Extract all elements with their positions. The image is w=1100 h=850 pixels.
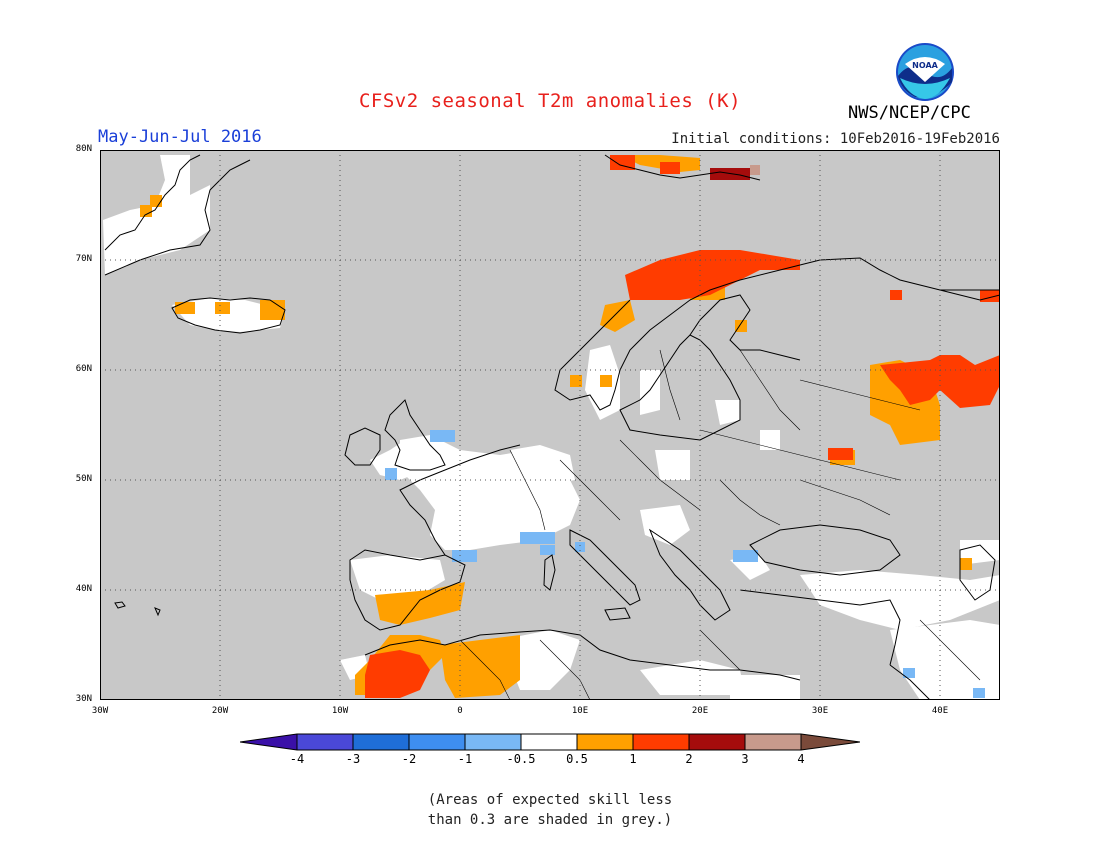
colorbar-segment [353, 734, 409, 750]
lat-label-40n: 40N [75, 584, 92, 594]
colorbar-label: 3 [741, 752, 749, 766]
strong-warm-anomalies [365, 155, 1000, 698]
colorbar-label: -1 [457, 752, 473, 766]
lon-label-10e: 10E [571, 706, 589, 716]
anomaly-map [100, 150, 1000, 700]
colorbar-label: -2 [401, 752, 417, 766]
colorbar-label: 4 [797, 752, 805, 766]
colorbar-label: -0.5 [506, 752, 536, 766]
colorbar-label: 0.5 [566, 752, 588, 766]
colorbar-segment [465, 734, 521, 750]
colorbar-label: -3 [345, 752, 361, 766]
colorbar-segment [633, 734, 689, 750]
lon-label-0: 0 [457, 706, 463, 716]
lon-label-20e: 20E [691, 706, 709, 716]
light-cold-anomalies [385, 430, 985, 698]
colorbar-segment [521, 734, 577, 750]
colorbar-segment [409, 734, 465, 750]
lon-label-30w: 30W [91, 706, 109, 716]
lon-label-30e: 30E [811, 706, 829, 716]
lat-label-30n: 30N [75, 694, 92, 704]
colorbar-segment [297, 734, 353, 750]
colorbar-segment-lt-4 [240, 734, 297, 750]
lat-label-70n: 70N [75, 254, 92, 264]
colorbar [240, 733, 860, 751]
lat-label-60n: 60N [75, 364, 92, 374]
map-title: CFSv2 seasonal T2m anomalies (K) [358, 90, 742, 112]
lat-label-50n: 50N [75, 474, 92, 484]
colorbar-label: 2 [685, 752, 693, 766]
colorbar-label: 1 [629, 752, 637, 766]
initial-conditions: Initial conditions: 10Feb2016-19Feb2016 [671, 131, 1000, 147]
coastlines [104, 154, 1000, 700]
graticule [100, 150, 1000, 700]
noaa-logo: NOAA [895, 42, 955, 102]
lon-label-40e: 40E [931, 706, 949, 716]
colorbar-segment [745, 734, 801, 750]
colorbar-segment [577, 734, 633, 750]
extreme-warm-anomalies [750, 165, 760, 175]
lon-label-10w: 10W [331, 706, 349, 716]
noaa-logo-text: NOAA [912, 61, 938, 70]
colorbar-segment [689, 734, 745, 750]
lat-label-80n: 80N [75, 144, 92, 154]
lon-label-20w: 20W [211, 706, 229, 716]
skill-note-line1: (Areas of expected skill less [427, 792, 673, 808]
skill-note-line2: than 0.3 are shaded in grey.) [427, 812, 673, 828]
colorbar-segment-gt-4 [801, 734, 860, 750]
colorbar-label: -4 [289, 752, 305, 766]
organization-label: NWS/NCEP/CPC [848, 103, 971, 123]
forecast-period: May-Jun-Jul 2016 [98, 127, 262, 147]
